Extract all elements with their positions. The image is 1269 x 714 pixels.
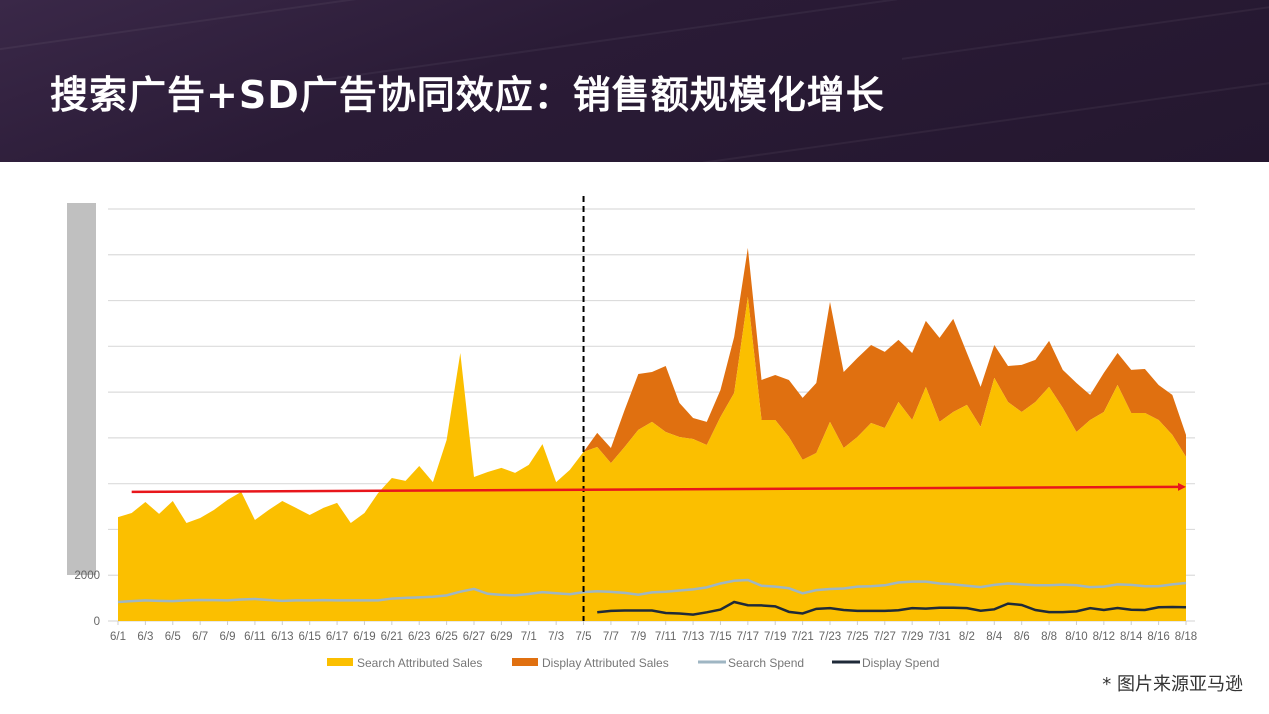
title-part2: 销售额规模化增长 — [572, 73, 885, 117]
display-attributed-sales-area — [118, 247, 1186, 621]
legend-swatch — [327, 658, 353, 666]
x-tick-label: 7/11 — [655, 631, 677, 643]
x-tick-label: 7/19 — [764, 631, 786, 643]
x-tick-label: 7/15 — [709, 631, 731, 643]
x-tick-label: 6/13 — [271, 631, 293, 643]
x-tick-label: 7/21 — [791, 631, 813, 643]
search-spend-line — [117, 578, 1187, 604]
search-attributed-sales-area — [118, 296, 1186, 621]
x-tick-label: 7/25 — [846, 631, 868, 643]
x-tick-label: 6/19 — [353, 631, 375, 643]
area-series — [118, 247, 1186, 621]
x-tick-label: 8/4 — [986, 631, 1003, 643]
x-tick-label: 6/15 — [298, 631, 320, 643]
y-tick-label: 0 — [94, 616, 100, 628]
x-tick-label: 8/6 — [1014, 631, 1030, 643]
x-tick-label: 8/14 — [1120, 631, 1143, 643]
axis-label-mask — [67, 203, 96, 575]
x-tick-label: 6/9 — [220, 631, 236, 643]
x-tick-label: 8/16 — [1147, 631, 1169, 643]
x-tick-label: 6/1 — [110, 631, 126, 643]
x-tick-label: 7/3 — [548, 631, 564, 643]
x-axis-ticks: 6/1 6/3 6/5 6/7 6/9 6/11 6/13 6/15 6/17 6/19 6/21 6… — [110, 621, 1197, 643]
y-tick-label: 2000 — [74, 570, 100, 582]
legend-label: Display Attributed Sales — [542, 656, 669, 670]
x-tick-label: 7/13 — [682, 631, 704, 643]
x-tick-label: 6/3 — [137, 631, 153, 643]
page-title: 搜索广告+SD广告协同效应：销售额规模化增长 — [50, 64, 885, 119]
annotations — [131, 196, 1186, 621]
x-tick-label: 7/23 — [819, 631, 841, 643]
x-tick-label: 8/12 — [1093, 631, 1115, 643]
x-tick-label: 8/8 — [1041, 631, 1057, 643]
title-part1: 搜索广告+SD广告协同效应： — [50, 73, 573, 117]
x-tick-label: 7/27 — [874, 631, 896, 643]
footnote: * 图片来源亚马逊 — [1102, 674, 1243, 695]
x-tick-label: 6/27 — [463, 631, 485, 643]
x-tick-label: 6/7 — [192, 631, 208, 643]
y-axis-ticks: 0 2000 — [74, 570, 100, 628]
x-tick-label: 6/5 — [165, 631, 181, 643]
display-spend-line — [597, 600, 1187, 616]
x-tick-label: 8/2 — [959, 631, 975, 643]
x-tick-label: 6/11 — [244, 631, 266, 643]
x-tick-label: 6/23 — [408, 631, 430, 643]
x-tick-label: 8/10 — [1065, 631, 1087, 643]
x-tick-label: 6/29 — [490, 631, 512, 643]
legend-label: Search Attributed Sales — [357, 656, 482, 670]
reference-trend-line — [131, 485, 1181, 494]
x-tick-label: 6/17 — [326, 631, 348, 643]
x-tick-label: 7/31 — [928, 631, 950, 643]
x-tick-label: 7/29 — [901, 631, 923, 643]
x-tick-label: 6/21 — [381, 631, 403, 643]
x-tick-label: 7/1 — [521, 631, 537, 643]
x-tick-label: 7/9 — [630, 631, 646, 643]
header-banner: 搜索广告+SD广告协同效应：销售额规模化增长 — [0, 0, 1269, 162]
legend: Search Attributed Sales Display Attribute… — [327, 656, 939, 670]
legend-label: Display Spend — [862, 656, 939, 670]
legend-label: Search Spend — [728, 656, 804, 670]
reference-arrow-head — [1178, 482, 1186, 491]
x-tick-label: 7/17 — [737, 631, 759, 643]
x-tick-label: 6/25 — [435, 631, 457, 643]
x-tick-label: 8/18 — [1175, 631, 1197, 643]
legend-swatch — [512, 658, 538, 666]
x-tick-label: 7/7 — [603, 631, 619, 643]
line-series — [117, 578, 1187, 616]
x-tick-label: 7/5 — [576, 631, 592, 643]
